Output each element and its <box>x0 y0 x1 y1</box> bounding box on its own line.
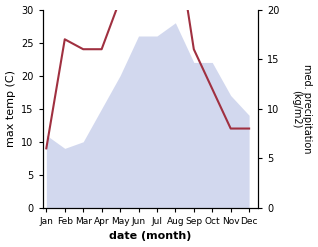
Y-axis label: max temp (C): max temp (C) <box>5 70 16 147</box>
Y-axis label: med. precipitation
(kg/m2): med. precipitation (kg/m2) <box>291 64 313 153</box>
X-axis label: date (month): date (month) <box>109 231 192 242</box>
